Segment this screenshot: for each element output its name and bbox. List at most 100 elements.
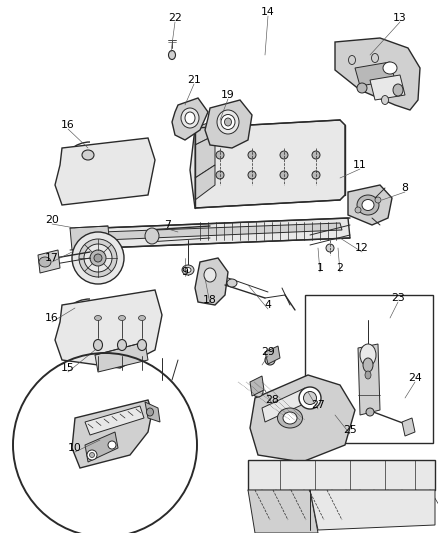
Text: 7: 7 <box>165 220 171 230</box>
Ellipse shape <box>360 344 376 366</box>
Polygon shape <box>72 400 152 468</box>
Text: 14: 14 <box>261 7 275 17</box>
Polygon shape <box>145 402 160 422</box>
Polygon shape <box>190 120 345 208</box>
Ellipse shape <box>375 197 381 203</box>
Text: 28: 28 <box>265 395 279 405</box>
Ellipse shape <box>304 392 317 405</box>
Polygon shape <box>250 375 355 462</box>
Ellipse shape <box>90 250 106 266</box>
Ellipse shape <box>94 254 102 262</box>
Ellipse shape <box>138 316 145 320</box>
Ellipse shape <box>280 171 288 179</box>
Ellipse shape <box>280 151 288 159</box>
Text: 10: 10 <box>68 443 82 453</box>
Polygon shape <box>262 388 308 422</box>
Text: 8: 8 <box>402 183 409 193</box>
Ellipse shape <box>204 268 216 282</box>
Ellipse shape <box>283 412 297 424</box>
Ellipse shape <box>326 244 334 252</box>
Ellipse shape <box>312 151 320 159</box>
Ellipse shape <box>217 110 239 134</box>
Ellipse shape <box>227 279 237 287</box>
Ellipse shape <box>355 207 361 213</box>
Polygon shape <box>370 75 405 100</box>
Polygon shape <box>195 258 228 305</box>
Ellipse shape <box>312 171 320 179</box>
Ellipse shape <box>248 171 256 179</box>
Polygon shape <box>38 250 60 273</box>
Ellipse shape <box>185 112 195 124</box>
Ellipse shape <box>225 118 232 126</box>
Polygon shape <box>402 418 415 436</box>
Polygon shape <box>335 38 420 110</box>
Polygon shape <box>172 98 208 140</box>
Ellipse shape <box>363 358 373 372</box>
Ellipse shape <box>216 171 224 179</box>
Ellipse shape <box>393 84 403 96</box>
Ellipse shape <box>253 387 263 397</box>
Ellipse shape <box>145 228 159 244</box>
Polygon shape <box>55 138 155 205</box>
Text: 9: 9 <box>182 267 188 277</box>
Text: 12: 12 <box>355 243 369 253</box>
Text: 16: 16 <box>61 120 75 130</box>
Text: 2: 2 <box>336 263 343 273</box>
Polygon shape <box>248 490 318 533</box>
Ellipse shape <box>87 450 97 460</box>
Ellipse shape <box>39 257 51 267</box>
Ellipse shape <box>146 408 153 416</box>
Ellipse shape <box>93 340 102 351</box>
Text: 16: 16 <box>45 313 59 323</box>
Ellipse shape <box>119 316 126 320</box>
Polygon shape <box>195 120 215 145</box>
Ellipse shape <box>216 151 224 159</box>
Bar <box>305 295 433 443</box>
Polygon shape <box>248 460 435 490</box>
Ellipse shape <box>357 195 379 215</box>
Ellipse shape <box>371 53 378 62</box>
Ellipse shape <box>185 268 191 272</box>
Polygon shape <box>102 223 342 240</box>
Polygon shape <box>195 165 215 200</box>
Ellipse shape <box>138 340 146 351</box>
Ellipse shape <box>169 51 176 60</box>
Ellipse shape <box>117 340 127 351</box>
Ellipse shape <box>95 316 102 320</box>
Ellipse shape <box>365 371 371 379</box>
Ellipse shape <box>82 150 94 160</box>
Text: 13: 13 <box>393 13 407 23</box>
Ellipse shape <box>299 387 321 409</box>
Ellipse shape <box>278 408 303 428</box>
Text: 19: 19 <box>221 90 235 100</box>
Ellipse shape <box>357 83 367 93</box>
Text: 25: 25 <box>343 425 357 435</box>
Polygon shape <box>70 226 110 250</box>
Text: 4: 4 <box>265 300 272 310</box>
Polygon shape <box>195 135 215 178</box>
Text: 29: 29 <box>261 347 275 357</box>
Text: 21: 21 <box>187 75 201 85</box>
Ellipse shape <box>182 265 194 275</box>
Polygon shape <box>358 344 380 415</box>
Ellipse shape <box>349 55 356 64</box>
Polygon shape <box>100 218 350 248</box>
Ellipse shape <box>221 115 235 130</box>
Polygon shape <box>265 346 280 364</box>
Text: 18: 18 <box>203 295 217 305</box>
Ellipse shape <box>84 244 112 272</box>
Ellipse shape <box>366 408 374 416</box>
Text: 23: 23 <box>391 293 405 303</box>
Ellipse shape <box>265 355 275 365</box>
Text: 20: 20 <box>45 215 59 225</box>
Polygon shape <box>310 490 435 530</box>
Polygon shape <box>95 342 148 372</box>
Polygon shape <box>348 185 392 225</box>
Ellipse shape <box>248 151 256 159</box>
Text: 1: 1 <box>317 263 323 273</box>
Text: 11: 11 <box>353 160 367 170</box>
Ellipse shape <box>72 232 124 284</box>
Ellipse shape <box>79 239 117 277</box>
Polygon shape <box>250 376 264 396</box>
Ellipse shape <box>381 95 389 104</box>
